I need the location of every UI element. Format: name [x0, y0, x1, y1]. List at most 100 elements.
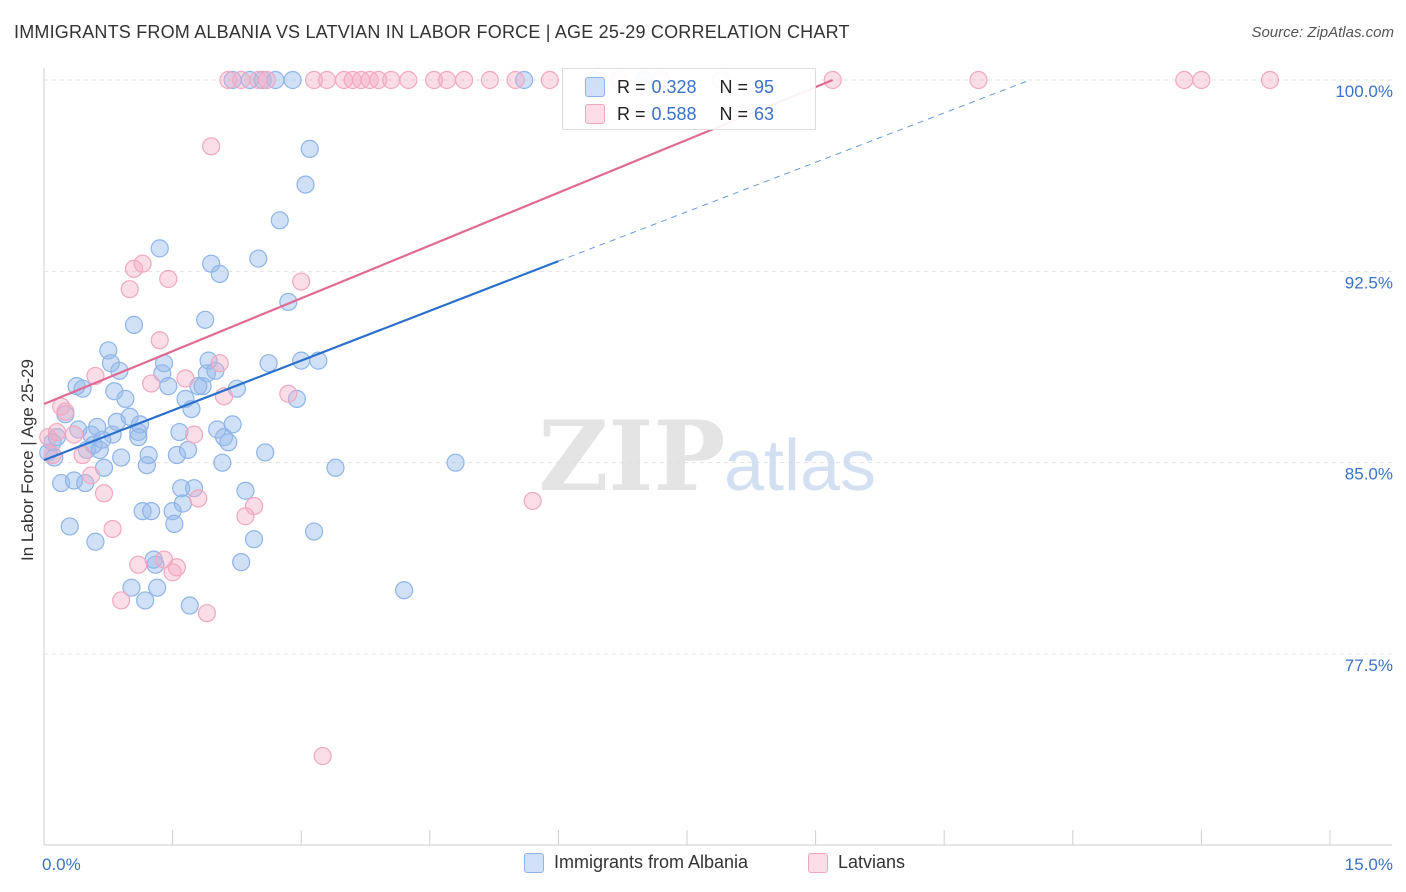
- albania-point: [159, 377, 178, 396]
- series-legend: Immigrants from Albania Latvians: [0, 852, 1406, 878]
- albania-r-value: 0.328: [651, 76, 697, 97]
- latvian-trend-line: [43, 78, 834, 406]
- latvian-point: [454, 70, 474, 90]
- albania-point: [116, 389, 135, 408]
- legend-albania-label: Immigrants from Albania: [554, 852, 749, 872]
- albania-point: [296, 175, 315, 194]
- gridlines: [44, 79, 1392, 655]
- latvian-n-label: N =: [719, 103, 749, 124]
- latvian-point: [189, 489, 208, 508]
- latvian-point: [969, 70, 988, 90]
- albania-point: [129, 428, 148, 447]
- latvian-swatch: [585, 104, 605, 124]
- latvian-point: [424, 70, 444, 90]
- tick-labels: 77.5% 85.0% 92.5% 100.0% 0.0% 15.0%: [42, 82, 1393, 874]
- albania-point: [236, 481, 255, 500]
- albania-point: [86, 532, 105, 551]
- legend-item-latvian[interactable]: Latvians: [808, 852, 905, 873]
- latvian-point: [257, 70, 277, 90]
- latvian-point: [279, 384, 298, 403]
- chart-source: Source: ZipAtlas.com: [1251, 24, 1394, 41]
- latvian-point: [133, 254, 152, 273]
- albania-n-label: N =: [719, 76, 749, 97]
- latvian-point: [176, 369, 195, 388]
- latvian-point: [167, 558, 186, 577]
- trend-lines: [43, 78, 1031, 462]
- legend-latvian-label: Latvians: [838, 852, 906, 872]
- latvian-point: [39, 428, 58, 447]
- albania-point: [213, 453, 232, 472]
- albania-point: [326, 458, 345, 477]
- latvian-point: [197, 604, 216, 623]
- albania-point: [122, 578, 141, 597]
- albania-point: [304, 522, 324, 541]
- latvian-point: [47, 422, 66, 442]
- albania-point: [148, 578, 167, 597]
- latvian-point: [103, 519, 122, 539]
- albania-point: [283, 70, 302, 90]
- albania-point: [253, 70, 272, 90]
- latvian-point: [150, 331, 169, 350]
- latvian-point: [437, 70, 457, 90]
- albania-point: [232, 553, 251, 572]
- latvian-n-value: 63: [754, 103, 775, 124]
- albania-point: [394, 581, 414, 600]
- latvian-r-value: 0.588: [651, 103, 697, 124]
- albania-point: [259, 354, 278, 373]
- legend-latvian-swatch: [808, 852, 828, 873]
- latvian-point: [1192, 70, 1211, 90]
- y-tick-label: 92.5%: [1345, 273, 1393, 292]
- albania-point: [64, 471, 84, 490]
- albania-point: [300, 139, 319, 158]
- albania-point: [150, 239, 169, 258]
- albania-point: [173, 494, 192, 513]
- albania-point: [180, 596, 199, 615]
- albania-point: [446, 453, 465, 472]
- stats-row-latvian: R = 0.588 N = 63: [585, 102, 774, 126]
- latvian-point: [1175, 70, 1194, 90]
- chart-title: IMMIGRANTS FROM ALBANIA VS LATVIAN IN LA…: [14, 22, 850, 42]
- latvian-point: [159, 269, 178, 289]
- latvian-point: [73, 445, 92, 465]
- latvian-points: [39, 70, 1280, 766]
- latvian-point: [129, 555, 148, 574]
- latvian-point: [219, 70, 238, 90]
- latvian-point: [64, 425, 84, 444]
- watermark-zip: ZIP: [538, 400, 725, 513]
- latvian-point: [292, 272, 311, 291]
- latvian-point: [142, 374, 161, 393]
- latvian-point: [112, 591, 131, 610]
- albania-point: [270, 211, 289, 230]
- latvian-point: [202, 137, 221, 156]
- legend-albania-swatch: [524, 852, 544, 873]
- latvian-point: [369, 70, 388, 90]
- latvian-point: [210, 354, 229, 373]
- latvian-point: [480, 70, 499, 90]
- albania-point: [210, 264, 229, 283]
- latvian-point: [232, 70, 251, 90]
- legend-item-albania[interactable]: Immigrants from Albania: [524, 852, 748, 873]
- latvian-point: [56, 402, 75, 421]
- albania-r-label: R =: [617, 76, 646, 97]
- albania-point: [223, 415, 242, 434]
- albania-point: [142, 502, 161, 521]
- albania-point: [60, 517, 79, 536]
- albania-point: [208, 420, 227, 439]
- albania-trend-extension: [558, 79, 1031, 262]
- latvian-point: [184, 425, 204, 444]
- albania-point: [256, 443, 275, 462]
- albania-point: [165, 514, 184, 533]
- latvian-point: [382, 70, 401, 90]
- latvian-r-label: R =: [617, 103, 646, 124]
- latvian-point: [317, 70, 337, 90]
- albania-point: [184, 479, 204, 498]
- latvian-point: [313, 746, 332, 766]
- latvian-point: [506, 70, 525, 90]
- x-tick-label: 15.0%: [1345, 855, 1393, 874]
- albania-point: [112, 448, 131, 467]
- albania-swatch: [585, 77, 605, 97]
- x-tick-label: 0.0%: [42, 855, 81, 874]
- latvian-point: [304, 70, 324, 90]
- latvian-point: [94, 484, 114, 503]
